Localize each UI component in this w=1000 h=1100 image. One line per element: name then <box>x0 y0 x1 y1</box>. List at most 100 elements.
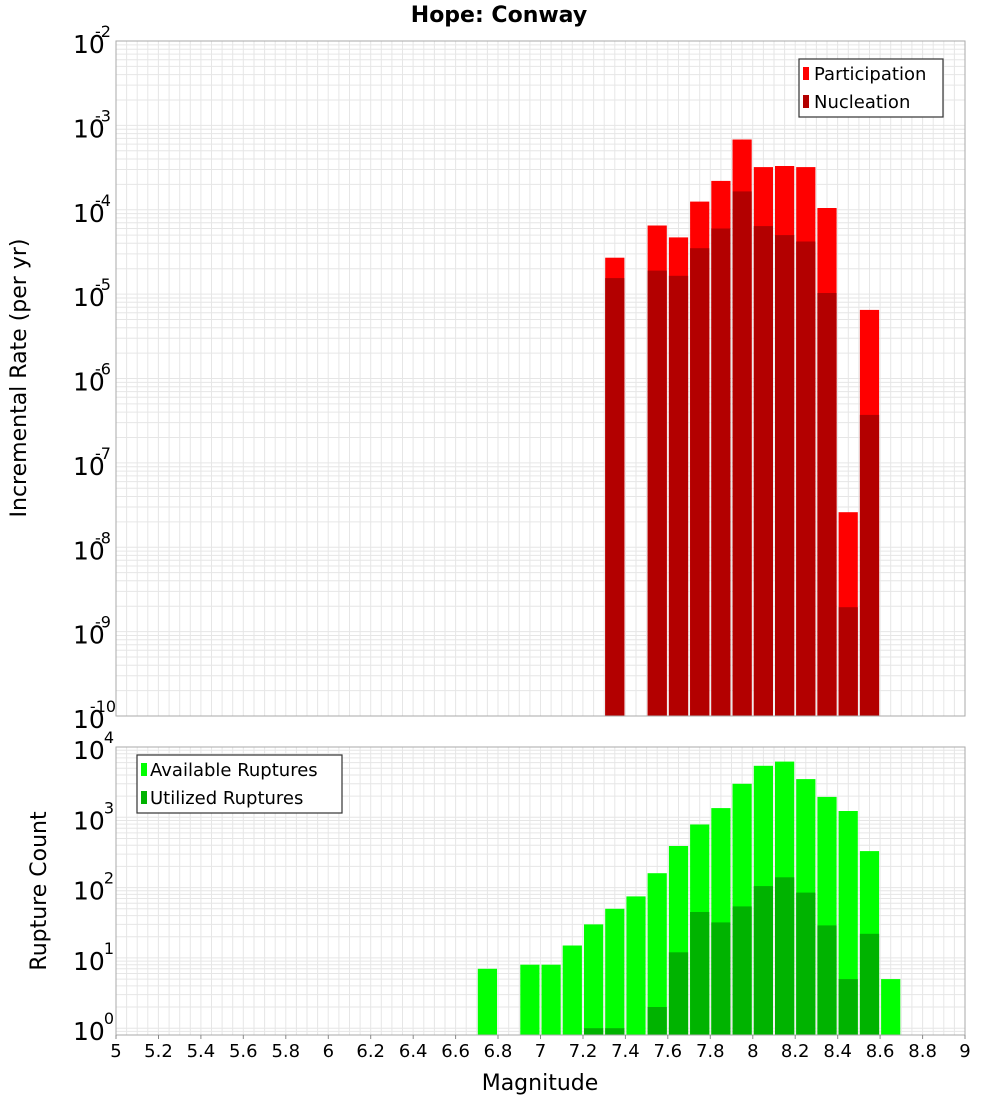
bar-utilized-ruptures <box>668 952 689 1035</box>
bar-utilized-ruptures <box>732 906 752 1035</box>
y-tick-label: 10 <box>73 368 105 397</box>
bar-available-ruptures <box>881 979 901 1035</box>
y-tick-label: 10 <box>73 705 105 734</box>
y-tick-label: 10 <box>73 114 105 143</box>
y-tick-exponent: -5 <box>95 275 111 294</box>
legend-frame <box>798 58 944 118</box>
y-tick-label: 10 <box>73 736 105 765</box>
bar-nucleation <box>647 270 667 716</box>
bar-utilized-ruptures <box>817 925 837 1035</box>
x-tick-label: 6.8 <box>484 1041 513 1062</box>
bar-available-ruptures <box>626 896 646 1035</box>
bar-utilized-ruptures <box>753 886 773 1035</box>
rate-legend: Participation Nucleation <box>798 58 944 118</box>
bar-nucleation <box>732 191 752 716</box>
bar-available-ruptures <box>477 968 497 1035</box>
bar-utilized-ruptures <box>711 922 731 1035</box>
y-tick-label: 10 <box>73 199 105 228</box>
bar-available-ruptures <box>605 908 625 1035</box>
x-tick-label: 6 <box>323 1041 334 1062</box>
bar-available-ruptures <box>541 964 561 1035</box>
y-tick-label: 10 <box>73 877 105 906</box>
x-tick-label: 7 <box>535 1041 546 1062</box>
x-tick-label: 9 <box>959 1041 970 1062</box>
bar-utilized-ruptures <box>859 933 880 1035</box>
y-tick-label: 10 <box>73 947 105 976</box>
x-ticks: 5 5.2 5.4 5.6 5.8 6 6.2 6.4 6.6 6.8 7 7.2 7.4 7.6 7.8 8… <box>110 1035 971 1062</box>
x-tick-label: 8.6 <box>866 1041 895 1062</box>
y-tick-label: 10 <box>73 1017 105 1046</box>
y-tick-exponent: -7 <box>95 444 111 463</box>
legend-swatch-participation <box>803 67 809 80</box>
count-series-1 <box>584 877 880 1035</box>
y-tick-exponent: 1 <box>104 939 114 958</box>
bar-nucleation <box>711 228 731 716</box>
bar-nucleation <box>859 414 880 716</box>
legend-swatch-utilized <box>141 791 147 804</box>
bar-utilized-ruptures <box>690 912 710 1035</box>
top-y-axis-label: Incremental Rate (per yr) <box>7 239 32 518</box>
bar-nucleation <box>796 241 816 716</box>
rate-grid <box>115 41 966 717</box>
y-tick-exponent: -3 <box>95 106 111 125</box>
bar-utilized-ruptures <box>796 892 816 1035</box>
y-tick-exponent: 4 <box>104 728 114 747</box>
legend-frame <box>136 754 343 814</box>
x-tick-label: 7.4 <box>611 1041 640 1062</box>
bar-nucleation <box>775 235 795 716</box>
legend-swatch-available <box>141 763 147 776</box>
bar-available-ruptures <box>562 945 582 1035</box>
bar-available-ruptures <box>838 811 858 1035</box>
bar-nucleation <box>668 275 689 716</box>
bar-nucleation <box>817 293 837 716</box>
bottom-y-axis-label: Rupture Count <box>27 811 52 971</box>
bar-nucleation <box>690 248 710 716</box>
x-tick-label: 5.4 <box>187 1041 216 1062</box>
legend-swatch-nucleation <box>803 95 809 108</box>
x-tick-label: 8.8 <box>908 1041 937 1062</box>
legend-label-available: Available Ruptures <box>150 760 318 781</box>
bar-nucleation <box>605 278 625 716</box>
legend-label-participation: Participation <box>814 64 926 85</box>
bar-utilized-ruptures <box>775 877 795 1035</box>
rupture-legend: Available Ruptures Utilized Ruptures <box>136 754 343 814</box>
x-tick-label: 8.2 <box>781 1041 810 1062</box>
bar-available-ruptures <box>584 924 604 1035</box>
x-tick-label: 7.2 <box>569 1041 598 1062</box>
bar-utilized-ruptures <box>605 1028 625 1035</box>
legend-label-nucleation: Nucleation <box>814 92 910 113</box>
y-tick-exponent: -2 <box>95 22 111 41</box>
x-tick-label: 8 <box>747 1041 758 1062</box>
chart-title: Hope: Conway <box>411 3 587 28</box>
y-tick-exponent: -6 <box>95 360 111 379</box>
bar-nucleation <box>753 226 773 716</box>
x-tick-label: 6.2 <box>356 1041 385 1062</box>
y-tick-exponent: 3 <box>104 798 114 817</box>
y-tick-exponent: -10 <box>90 697 116 716</box>
y-tick-exponent: 0 <box>104 1009 114 1028</box>
x-tick-label: 6.6 <box>441 1041 470 1062</box>
bar-available-ruptures <box>520 964 540 1035</box>
bar-utilized-ruptures <box>584 1028 604 1035</box>
y-tick-label: 10 <box>73 621 105 650</box>
bar-utilized-ruptures <box>647 1007 667 1035</box>
x-tick-label: 5.8 <box>271 1041 300 1062</box>
x-tick-label: 5 <box>110 1041 121 1062</box>
x-axis-label: Magnitude <box>482 1071 599 1096</box>
bar-nucleation <box>838 607 858 716</box>
y-tick-exponent: 2 <box>104 869 114 888</box>
y-tick-exponent: -9 <box>95 613 111 632</box>
x-tick-label: 7.6 <box>653 1041 682 1062</box>
x-tick-label: 5.2 <box>144 1041 173 1062</box>
x-tick-label: 7.8 <box>696 1041 725 1062</box>
y-tick-label: 10 <box>73 806 105 835</box>
y-tick-label: 10 <box>73 283 105 312</box>
rate-series-1 <box>605 191 880 716</box>
bar-available-ruptures <box>647 873 667 1035</box>
x-tick-label: 6.4 <box>399 1041 428 1062</box>
y-tick-label: 10 <box>73 452 105 481</box>
